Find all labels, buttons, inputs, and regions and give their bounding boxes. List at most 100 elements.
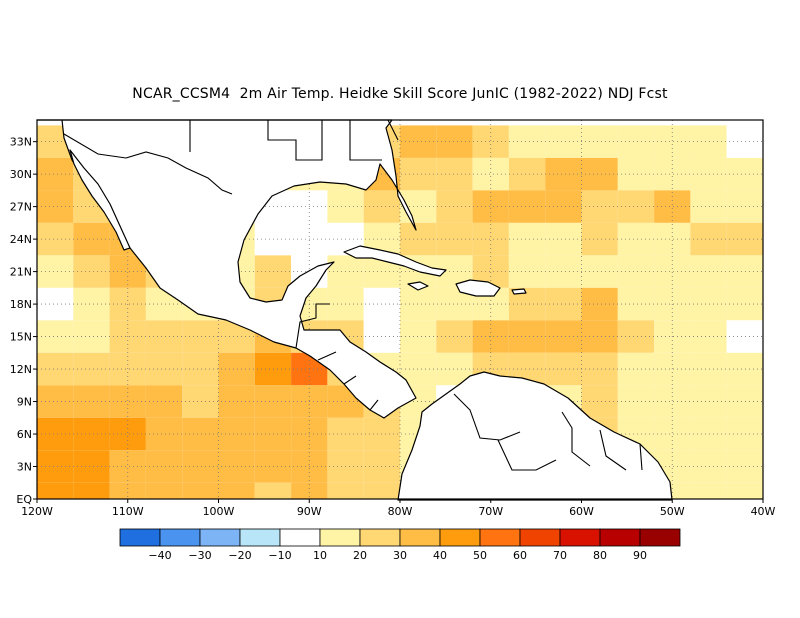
lat-label: 12N	[10, 363, 32, 376]
heatmap-cell	[545, 157, 582, 191]
heatmap-cell	[581, 222, 618, 256]
colorbar-tick-label: 80	[593, 549, 607, 562]
puerto-rico	[511, 288, 527, 295]
heatmap-cell	[73, 450, 110, 483]
heatmap-cell	[182, 417, 219, 451]
heatmap-cell	[145, 482, 183, 499]
heatmap-cell	[545, 255, 582, 288]
colorbar-bin	[199, 528, 241, 547]
colorbar-tick-label: 70	[553, 549, 567, 562]
heatmap-cell	[581, 157, 618, 191]
lon-label: 70W	[478, 505, 503, 518]
heatmap-cell	[145, 320, 183, 353]
heatmap-cell	[508, 255, 546, 288]
lat-label: 21N	[10, 266, 32, 279]
heatmap-cell	[726, 125, 763, 158]
heatmap-cell	[581, 255, 618, 288]
heatmap-cell	[37, 287, 74, 321]
heatmap-cell	[73, 352, 110, 386]
heatmap-cell	[73, 320, 110, 353]
hispaniola	[455, 279, 501, 297]
north-america-land	[36, 119, 417, 419]
colorbar-labels: −40 −30 −20 −10 10 20 30 40 50 60 70 80 90	[148, 549, 647, 562]
heatmap-cell	[182, 450, 219, 483]
heatmap-cell	[254, 482, 292, 499]
heatmap-cell	[545, 222, 582, 256]
lon-label: 90W	[297, 505, 322, 518]
colorbar-bin	[319, 528, 361, 547]
colorbar-bin	[479, 528, 521, 547]
heatmap-cell	[218, 450, 255, 483]
colorbar-bin	[119, 528, 161, 547]
heatmap-cell	[109, 352, 146, 386]
heatmap-cell	[182, 352, 219, 386]
heatmap-cell	[73, 385, 110, 418]
heatmap-cell	[37, 190, 74, 223]
heatmap-cell	[218, 352, 255, 386]
us-interior-lines	[189, 119, 399, 161]
colorbar-tick-label: 30	[393, 549, 407, 562]
lat-label: 27N	[10, 201, 32, 214]
lat-label: 9N	[17, 396, 32, 409]
colorbar-bin	[359, 528, 401, 547]
heatmap-cell	[690, 385, 727, 418]
heatmap-cell	[690, 190, 727, 223]
heatmap-cell	[73, 255, 110, 288]
heatmap-cell	[726, 320, 763, 353]
heatmap-cell	[545, 190, 582, 223]
heatmap-cell	[581, 352, 618, 386]
heatmap-cell	[617, 287, 655, 321]
lat-label: 30N	[10, 168, 32, 181]
colorbar-boxes	[119, 528, 681, 547]
heatmap-cell	[73, 287, 110, 321]
colorbar-tick-label: 60	[513, 549, 527, 562]
heatmap-cell	[37, 157, 74, 191]
heatmap-cell	[545, 352, 582, 386]
colorbar-tick-label: −20	[228, 549, 251, 562]
heatmap-cell	[726, 157, 763, 191]
heatmap-cell	[581, 287, 618, 321]
heatmap-cell	[37, 320, 74, 353]
lat-label: 15N	[10, 331, 32, 344]
heatmap-cell	[726, 417, 763, 451]
lat-label: EQ	[16, 493, 32, 506]
colorbar-tick-label: 10	[313, 549, 327, 562]
heatmap-cell	[37, 222, 74, 256]
heatmap-cell	[690, 222, 727, 256]
country-borders	[63, 119, 643, 471]
colorbar-tick-label: 50	[473, 549, 487, 562]
heatmap-cell	[508, 320, 546, 353]
heatmap-cell	[400, 125, 437, 158]
heatmap-cell	[218, 385, 255, 418]
heatmap-cell	[37, 450, 74, 483]
lon-label: 50W	[660, 505, 685, 518]
heatmap-cell	[145, 352, 183, 386]
heatmap-cell	[690, 255, 727, 288]
heatmap-cell	[545, 287, 582, 321]
heatmap-cell	[37, 385, 74, 418]
heatmap-cell	[37, 482, 74, 499]
heatmap-cell	[508, 157, 546, 191]
heatmap-cell	[218, 482, 255, 499]
colorbar-tick-label: −30	[188, 549, 211, 562]
colorbar-bin	[399, 528, 441, 547]
heatmap-cell	[726, 222, 763, 256]
heatmap-cell	[363, 482, 400, 499]
heatmap-cell	[581, 320, 618, 353]
heatmap-cell	[508, 190, 546, 223]
heatmap-cell	[73, 222, 110, 256]
heatmap-cell	[400, 287, 437, 321]
heatmap-cell	[690, 450, 727, 483]
heatmap-cell	[37, 255, 74, 288]
heatmap-cell	[109, 482, 146, 499]
colorbar-bin	[559, 528, 601, 547]
heatmap-cell	[218, 417, 255, 451]
heatmap-cell	[690, 417, 727, 451]
heatmap-cell	[73, 417, 110, 451]
lon-label: 120W	[21, 505, 53, 518]
heatmap-cell	[436, 222, 473, 256]
heatmap-cell	[472, 190, 509, 223]
